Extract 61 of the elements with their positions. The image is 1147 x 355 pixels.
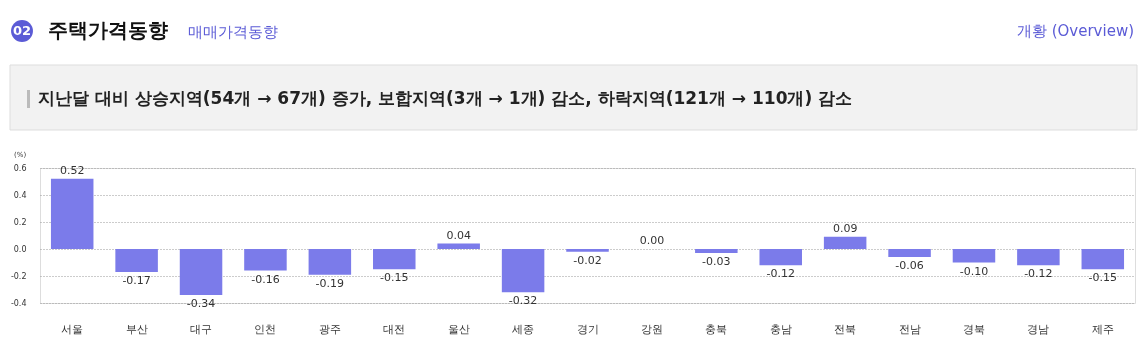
bar (952, 249, 996, 263)
chart-subtitle: 매매가격동향 (188, 23, 278, 41)
bar (888, 249, 931, 258)
data-label: -0.19 (315, 276, 345, 290)
data-label: 0.00 (639, 234, 665, 247)
bar (244, 249, 287, 271)
x-tick-label: 세종 (512, 322, 535, 336)
y-tick-label: 0.2 (13, 217, 27, 227)
x-tick-label: 광주 (318, 322, 341, 336)
bar (501, 249, 545, 293)
data-label: -0.16 (251, 272, 280, 286)
data-label: -0.32 (508, 294, 538, 308)
data-label: -0.17 (122, 273, 151, 287)
bar (823, 236, 867, 249)
bar (695, 249, 738, 254)
bar (1017, 249, 1060, 266)
x-tick-label: 강원 (640, 322, 663, 336)
bar (1081, 249, 1125, 270)
x-tick-label: 전남 (898, 322, 921, 336)
x-tick-label: 서울 (61, 322, 84, 336)
bar (308, 249, 352, 275)
x-tick-label: 대전 (383, 322, 406, 336)
x-tick-label: 제주 (1091, 322, 1114, 336)
y-tick-label: 0.6 (13, 163, 27, 173)
x-tick-label: 충북 (705, 322, 728, 336)
y-tick-label: 0.4 (13, 190, 27, 200)
data-label: 0.04 (446, 228, 471, 242)
bar (759, 249, 802, 266)
chart-title: 주택가격동향 (48, 18, 168, 42)
x-tick-label: 경남 (1027, 322, 1050, 336)
bar (373, 249, 416, 270)
text: 개황 (Overview) (1016, 22, 1134, 40)
x-tick-label: 전북 (834, 322, 857, 336)
text: 02 (12, 23, 32, 38)
x-tick-label: 경기 (576, 322, 599, 336)
bar (566, 249, 609, 252)
y-tick-label: 0.0 (13, 244, 27, 254)
x-tick-label: 경북 (962, 322, 985, 336)
data-label: 0.09 (832, 221, 858, 235)
data-label: 0.52 (59, 163, 85, 177)
x-tick-label: 인천 (254, 322, 277, 336)
x-tick-label: 울산 (447, 322, 470, 336)
x-tick-label: 부산 (125, 322, 148, 336)
data-label: -0.12 (1024, 267, 1053, 281)
x-tick-label: 대구 (190, 322, 213, 336)
bar (115, 249, 158, 272)
bar (50, 178, 94, 249)
data-label: -0.03 (702, 255, 731, 269)
data-label: -0.02 (573, 253, 602, 267)
bar (179, 249, 223, 295)
data-label: -0.34 (186, 296, 216, 310)
data-label: -0.15 (380, 271, 409, 285)
bar (437, 243, 480, 249)
x-tick-label: 충남 (769, 322, 792, 336)
data-label: -0.10 (959, 264, 989, 278)
y-tick-label: -0.2 (10, 271, 27, 281)
text: 지난달 대비 상승지역(54개 → 67개) 증가, 보합지역(3개 → 1개) 감소, 하락지역(121개 → 110개) 감소 (38, 88, 853, 108)
data-label: -0.12 (766, 267, 795, 281)
data-label: -0.15 (1088, 271, 1118, 285)
data-label: -0.06 (895, 259, 924, 273)
y-tick-label: -0.4 (10, 298, 27, 308)
